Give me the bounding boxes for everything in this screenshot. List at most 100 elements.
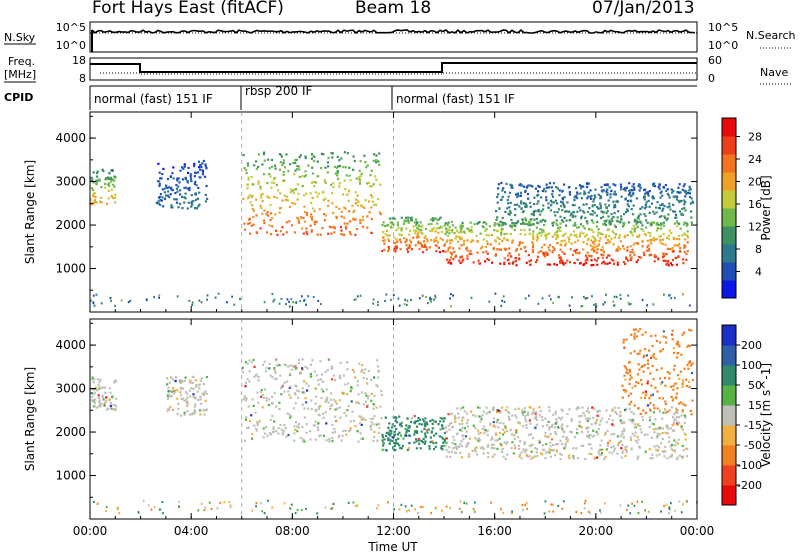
scatter-dot <box>595 214 599 217</box>
scatter-dot <box>287 433 290 437</box>
scatter-dot <box>416 430 419 433</box>
ground-scatter-dot <box>299 300 302 303</box>
scatter-dot <box>263 360 266 363</box>
scatter-dot <box>452 247 455 250</box>
scatter-dot <box>652 404 655 407</box>
scatter-dot <box>585 233 588 237</box>
scatter-dot <box>98 401 101 404</box>
scatter-dot <box>496 447 499 450</box>
scatter-dot <box>660 442 663 445</box>
scatter-dot <box>194 403 197 406</box>
scatter-dot <box>164 194 168 197</box>
scatter-dot <box>334 400 337 403</box>
scatter-dot <box>445 430 448 433</box>
ground-scatter-dot <box>261 510 263 513</box>
scatter-dot <box>524 202 528 206</box>
scatter-dot <box>352 217 355 220</box>
scatter-dot <box>576 428 579 431</box>
scatter-dot <box>683 331 686 334</box>
scatter-dot <box>551 423 554 426</box>
scatter-dot <box>400 421 403 424</box>
scatter-dot <box>255 231 258 234</box>
scatter-dot <box>446 239 449 242</box>
scatter-dot <box>570 419 573 422</box>
scatter-dot <box>243 395 247 398</box>
scatter-dot <box>474 427 477 430</box>
scatter-dot <box>316 426 319 429</box>
scatter-dot <box>269 175 272 178</box>
colorbar-swatch <box>722 425 736 446</box>
scatter-dot <box>431 422 434 425</box>
colorbar-tick-label: 20 <box>748 176 762 189</box>
scatter-dot <box>666 217 669 220</box>
scatter-dot <box>608 451 611 454</box>
scatter-dot <box>524 250 527 253</box>
scatter-dot <box>465 422 469 425</box>
scatter-dot <box>306 212 309 215</box>
scatter-dot <box>360 423 363 426</box>
scatter-dot <box>598 240 601 243</box>
scatter-dot <box>641 409 645 412</box>
scatter-dot <box>644 411 647 415</box>
scatter-dot <box>283 194 286 197</box>
colorbar-tick-label: -100 <box>737 459 762 472</box>
scatter-dot <box>194 379 197 382</box>
scatter-dot <box>283 381 286 384</box>
scatter-dot <box>535 217 539 220</box>
scatter-dot <box>91 376 94 379</box>
scatter-dot <box>674 195 677 198</box>
scatter-dot <box>664 450 667 453</box>
colorbar-swatch <box>722 244 736 263</box>
scatter-dot <box>386 224 389 227</box>
scatter-dot <box>488 234 491 237</box>
scatter-dot <box>201 162 204 165</box>
scatter-dot <box>179 189 182 192</box>
nave-tick-bottom: 0 <box>708 72 715 85</box>
scatter-dot <box>636 235 639 238</box>
scatter-dot <box>530 457 533 460</box>
scatter-dot <box>498 207 501 210</box>
scatter-dot <box>608 240 611 243</box>
scatter-dot <box>621 384 624 387</box>
scatter-dot <box>319 378 323 381</box>
scatter-dot <box>352 155 355 158</box>
scatter-dot <box>301 185 304 188</box>
scatter-dot <box>327 156 330 159</box>
scatter-dot <box>539 228 542 231</box>
scatter-dot <box>437 423 440 426</box>
scatter-dot <box>404 432 407 435</box>
scatter-dot <box>253 424 256 427</box>
scatter-dot <box>260 206 263 210</box>
scatter-dot <box>622 224 625 227</box>
scatter-dot <box>671 264 674 267</box>
beam-label: Beam 18 <box>355 0 432 18</box>
scatter-dot <box>195 198 198 201</box>
ground-scatter-dot <box>271 292 274 296</box>
scatter-dot <box>176 190 179 193</box>
scatter-dot <box>597 428 600 431</box>
scatter-dot <box>460 255 463 258</box>
scatter-dot <box>633 434 636 437</box>
scatter-dot <box>535 423 538 426</box>
scatter-dot <box>248 195 251 198</box>
scatter-dot <box>297 396 300 399</box>
scatter-dot <box>614 184 617 187</box>
scatter-dot <box>668 377 671 380</box>
scatter-dot <box>459 443 462 446</box>
scatter-dot <box>171 378 175 381</box>
scatter-dot <box>189 177 193 180</box>
scatter-dot <box>637 221 640 224</box>
scatter-dot <box>380 389 383 393</box>
scatter-dot <box>509 211 512 214</box>
scatter-dot <box>542 230 545 233</box>
scatter-dot <box>602 211 605 214</box>
scatter-dot <box>416 222 419 225</box>
scatter-dot <box>619 434 623 437</box>
scatter-dot <box>198 387 201 390</box>
scatter-dot <box>690 216 693 219</box>
scatter-dot <box>307 384 310 388</box>
scatter-dot <box>664 336 667 339</box>
scatter-dot <box>560 442 564 446</box>
scatter-dot <box>266 434 269 437</box>
ground-scatter-dot <box>283 502 286 505</box>
